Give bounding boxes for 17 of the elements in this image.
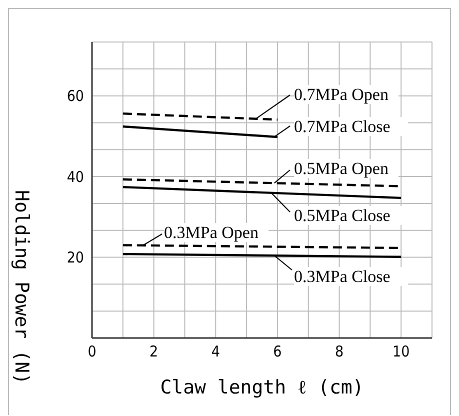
- x-tick-label: 6: [273, 342, 282, 361]
- y-tick-label: 40: [66, 168, 84, 186]
- legend-label: 0.5MPa Open: [294, 159, 389, 178]
- series-label: 0.5MPa Close: [294, 206, 390, 225]
- y-tick-label: 60: [66, 87, 84, 106]
- series-label: 0.3MPa Close: [294, 267, 390, 286]
- y-axis-title: Holding Power (N): [10, 190, 32, 384]
- x-tick-label: 2: [150, 342, 158, 361]
- x-tick-label: 4: [211, 342, 220, 361]
- series-label: 0.7MPa Open: [294, 85, 389, 104]
- x-tick-label: 8: [334, 342, 344, 361]
- x-tick-label: 10: [392, 342, 410, 361]
- legend-label: 0.7MPa Close: [294, 117, 390, 136]
- legend-label: 0.3MPa Open: [164, 223, 259, 242]
- x-axis-title: Claw length ℓ (cm): [160, 376, 364, 398]
- x-tick-label: 0: [88, 342, 96, 361]
- y-tick-label: 20: [66, 248, 84, 267]
